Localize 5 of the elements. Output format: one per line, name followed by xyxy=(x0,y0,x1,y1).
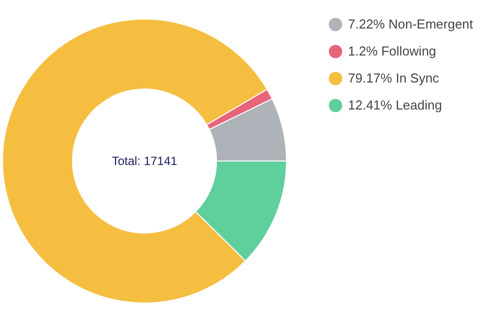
legend-label: 12.41% Leading xyxy=(348,98,442,112)
text: Total: 17141 xyxy=(112,154,178,168)
legend-label: 7.22% Non-Emergent xyxy=(348,16,474,32)
legend-label: 79.17% In Sync xyxy=(348,70,440,86)
legend-label: 1.2% Following xyxy=(348,44,436,58)
